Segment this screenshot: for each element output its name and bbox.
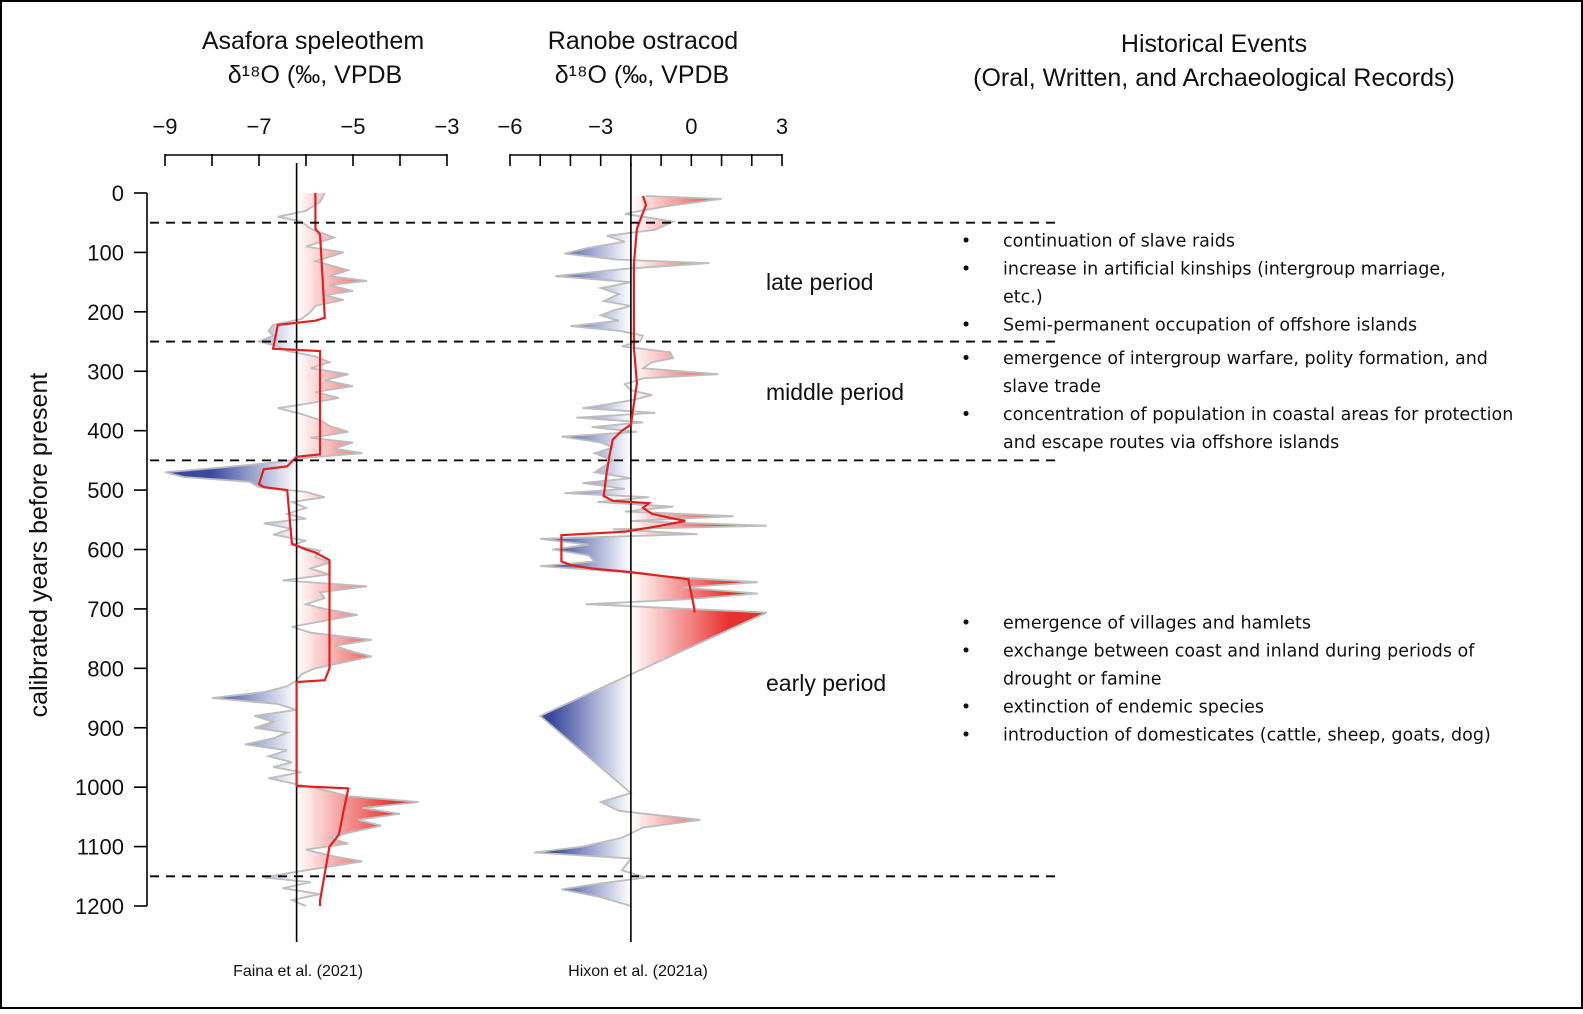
period-label: early period	[766, 670, 886, 696]
event-text: etc.)	[1003, 288, 1043, 308]
raw-series-line	[534, 195, 768, 907]
period-label: middle period	[766, 379, 904, 405]
panel1-source: Faina et al. (2021)	[233, 963, 363, 980]
y-axis: 0 100 200 300 400 500 600 700 800 900 1000 1100 1200	[75, 181, 148, 919]
panel2-title-line1: Ranobe ostracod	[548, 27, 738, 55]
event-text: concentration of population in coastal a…	[1003, 405, 1513, 425]
x-tick-label: −7	[246, 114, 271, 139]
y-tick-label: 300	[87, 359, 124, 384]
period-boundaries	[150, 221, 1062, 878]
y-tick-label: 800	[87, 656, 124, 681]
y-tick-label: 1200	[75, 894, 124, 919]
events-title-line1: Historical Events	[1121, 30, 1307, 58]
y-tick-label: 1000	[75, 775, 124, 800]
bullet: •	[961, 614, 971, 634]
x-tick-label: −3	[588, 114, 613, 139]
panel2-title-line2: δ¹⁸O (‰, VPDB	[555, 61, 729, 89]
event-text: introduction of domesticates (cattle, sh…	[1003, 726, 1491, 746]
bullet: •	[961, 260, 971, 280]
period-labels: late period middle period early period	[766, 269, 904, 696]
panel1-title-line2: δ¹⁸O (‰, VPDB	[228, 61, 402, 89]
panel-ranobe: −6 −3 0 3	[497, 114, 788, 942]
event-text: exchange between coast and inland during…	[1003, 642, 1475, 662]
bullet: •	[961, 232, 971, 252]
event-text: extinction of endemic species	[1003, 698, 1264, 718]
y-tick-label: 1100	[77, 835, 124, 860]
x-tick-label: −5	[340, 114, 365, 139]
y-tick-label: 200	[87, 300, 124, 325]
y-tick-label: 900	[87, 716, 124, 741]
x-tick-label: −3	[434, 114, 459, 139]
y-tick-label: 500	[87, 478, 124, 503]
x-tick-label: 3	[776, 114, 788, 139]
y-axis-label: calibrated years before present	[25, 373, 53, 718]
mean-series-line	[257, 193, 350, 906]
event-text: increase in artificial kinships (intergr…	[1003, 260, 1446, 280]
y-tick-label: 100	[87, 240, 124, 265]
x-tick-label: −6	[497, 114, 522, 139]
event-text: continuation of slave raids	[1003, 232, 1235, 252]
bullet: •	[961, 698, 971, 718]
bullet: •	[961, 642, 971, 662]
mean-series-line	[560, 195, 696, 613]
negative-anomaly-fill	[165, 193, 297, 906]
event-text: Semi-permanent occupation of offshore is…	[1003, 316, 1417, 336]
panel1-title-line1: Asafora speleothem	[202, 27, 424, 55]
event-text: and escape routes via offshore islands	[1003, 433, 1339, 453]
positive-anomaly-fill	[630, 196, 767, 906]
events-list: • continuation of slave raids • increase in…	[961, 232, 1513, 746]
event-text: emergence of intergroup warfare, polity …	[1003, 349, 1488, 369]
period-label: late period	[766, 269, 873, 295]
bullet: •	[961, 316, 971, 336]
bullet: •	[961, 405, 971, 425]
y-tick-label: 600	[87, 538, 124, 563]
y-tick-label: 400	[87, 419, 124, 444]
event-text: drought or famine	[1003, 670, 1161, 690]
panel-asafora: −9 −7 −5 −3	[152, 114, 460, 942]
raw-series-line	[164, 192, 419, 907]
y-tick-label: 700	[87, 597, 124, 622]
event-text: slave trade	[1003, 377, 1101, 397]
x-tick-label: −9	[152, 114, 177, 139]
panel2-source: Hixon et al. (2021a)	[568, 963, 708, 980]
events-title-line2: (Oral, Written, and Archaeological Recor…	[973, 64, 1455, 92]
bullet: •	[961, 726, 971, 746]
bullet: •	[961, 349, 971, 369]
y-tick-label: 0	[112, 181, 124, 206]
x-tick-label: 0	[685, 114, 697, 139]
negative-anomaly-fill	[534, 196, 631, 906]
event-text: emergence of villages and hamlets	[1003, 614, 1311, 634]
